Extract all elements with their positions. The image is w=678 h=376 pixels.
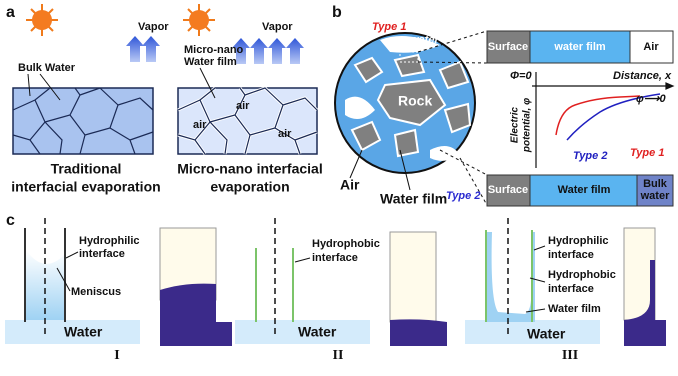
meniscus-label: Meniscus: [71, 286, 121, 298]
air-label: Air: [340, 177, 360, 193]
caption: evaporation: [210, 179, 289, 195]
micro-nano-box: [177, 67, 319, 155]
panel-label: b: [332, 4, 342, 21]
interface-label: Hydrophobic: [548, 269, 616, 281]
caption: Micro-nano interfacial: [177, 161, 322, 177]
water-label: Water: [298, 324, 337, 340]
interface-label: interface: [79, 248, 125, 260]
caption: interfacial evaporation: [11, 179, 160, 195]
numeral: III: [562, 348, 578, 363]
curve-label: Type 2: [573, 150, 607, 162]
interface-label: Hydrophilic: [79, 235, 140, 247]
panel-label: a: [6, 4, 15, 21]
panel-label: c: [6, 212, 15, 229]
curve-type2: [566, 93, 661, 141]
air-label: air: [193, 119, 207, 131]
bottom-bar: [486, 174, 674, 207]
potential-axes: [532, 72, 675, 168]
vapor-label: Vapor: [262, 21, 293, 33]
water-label: Water: [64, 324, 103, 340]
curve-type1: [555, 95, 641, 136]
water-label: Water: [527, 326, 566, 342]
micro-nano-label: Micro-nano: [184, 44, 244, 56]
sun: [183, 4, 215, 36]
bulk-water-label: Bulk Water: [18, 62, 76, 74]
type-label: Type 1: [372, 21, 406, 33]
capillary-III: [465, 218, 666, 346]
bar-label: Air: [643, 41, 659, 53]
interface-label: interface: [548, 249, 594, 261]
air-label: air: [278, 128, 292, 140]
rock-label: Rock: [398, 93, 432, 109]
numeral: II: [333, 348, 344, 363]
interface-label: interface: [548, 283, 594, 295]
water-label: water: [410, 34, 439, 46]
top-bar: [486, 30, 674, 64]
air-label: air: [236, 100, 250, 112]
water-film-label: Water film: [548, 303, 601, 315]
axis-label: Distance, x: [613, 70, 672, 82]
water-film-label: Water film: [380, 191, 447, 207]
capillary-II: [235, 218, 447, 346]
bar-label: water film: [553, 41, 606, 53]
curve-label: Type 1: [630, 147, 664, 159]
capillary-I: [5, 218, 232, 346]
numeral: I: [114, 348, 119, 363]
sun: [26, 4, 58, 36]
interface-label: interface: [312, 252, 358, 264]
bar-label: Surface: [488, 41, 528, 53]
interface-label: Hydrophobic: [312, 238, 380, 250]
axis-label: Electric: [510, 106, 521, 143]
axis-label: φ⟶0: [636, 93, 667, 105]
bulk-water-box: [12, 73, 154, 155]
caption: Traditional: [51, 161, 122, 177]
micro-nano-label: Water film: [184, 56, 237, 68]
axis-label: Φ=0: [510, 70, 532, 82]
bar-label: Surface: [488, 184, 528, 196]
bar-label: Water film: [558, 184, 611, 196]
bar-label: water: [640, 190, 670, 202]
vapor-label: Vapor: [138, 21, 169, 33]
vapor-arrows: [126, 36, 304, 64]
axis-label: potential, φ: [522, 98, 533, 153]
bar-label: Bulk: [643, 178, 668, 190]
type-label: Type 2: [446, 190, 480, 202]
interface-label: Hydrophilic: [548, 235, 609, 247]
rock-circle: [334, 30, 488, 206]
